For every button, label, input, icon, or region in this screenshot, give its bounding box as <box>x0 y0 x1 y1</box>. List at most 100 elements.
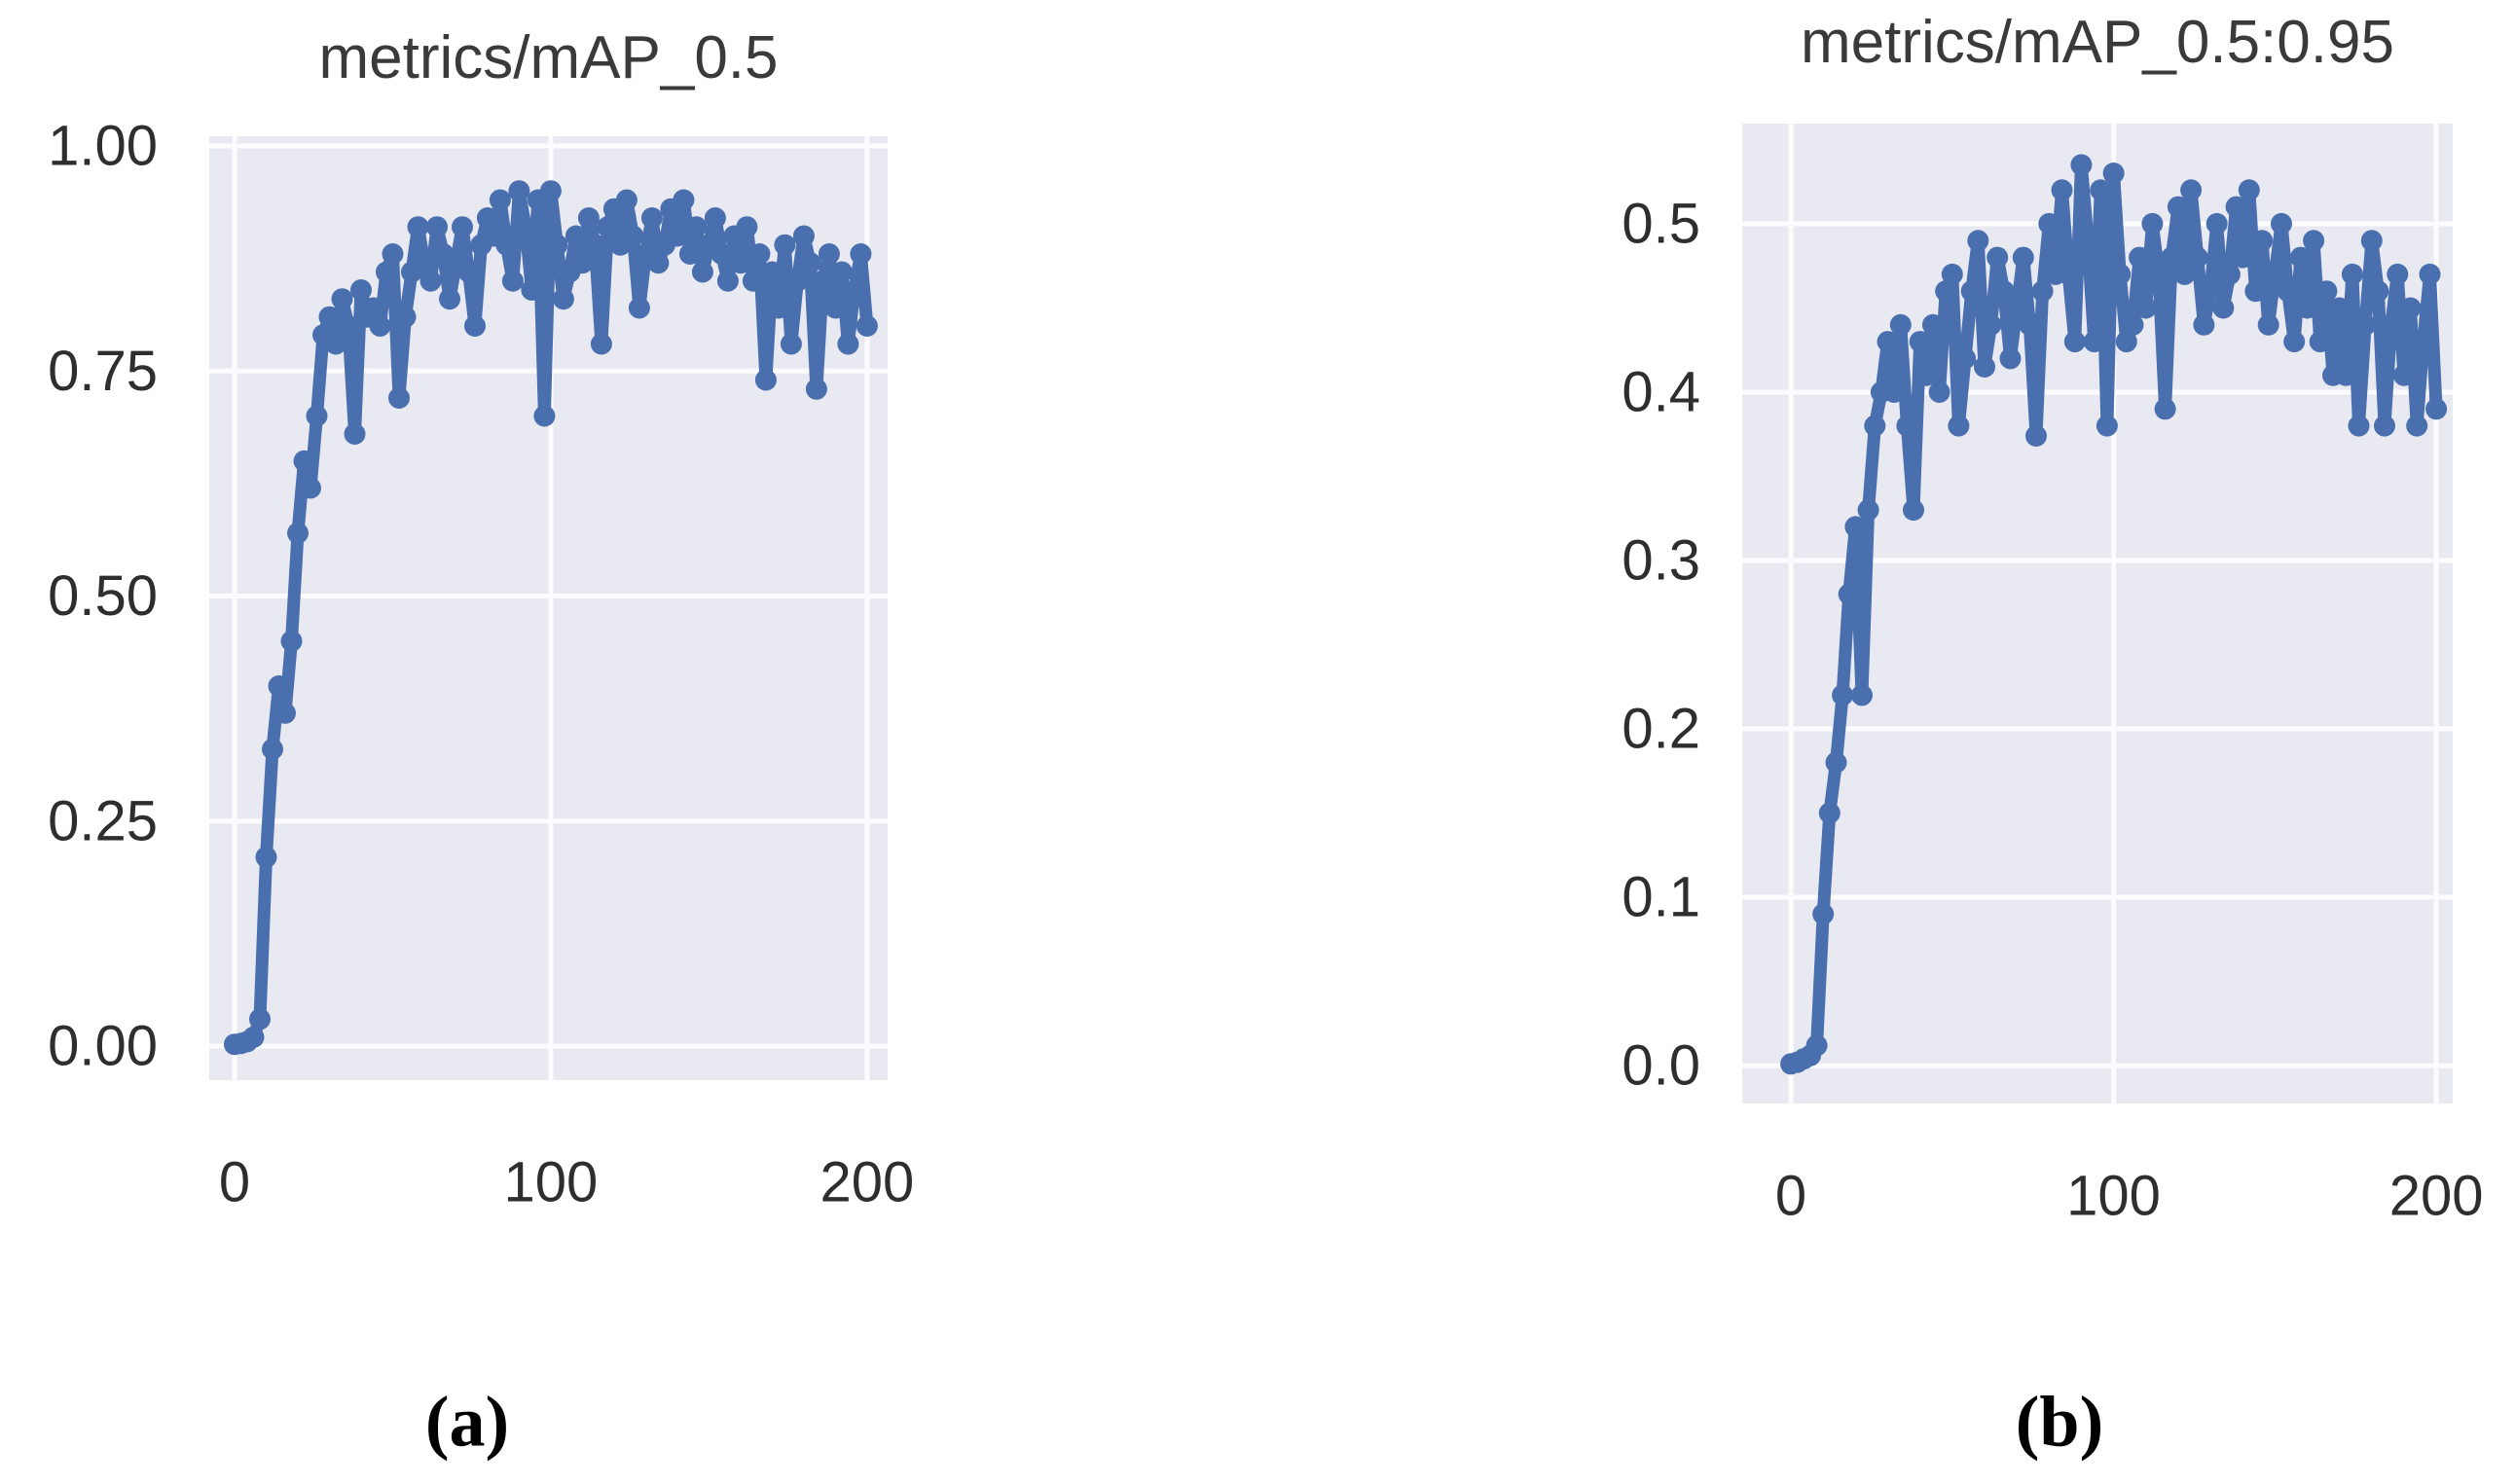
data-point <box>2367 280 2389 303</box>
y-tick-label: 0.4 <box>1622 360 1700 423</box>
data-point <box>2154 398 2176 420</box>
data-point <box>2083 331 2105 353</box>
data-point <box>338 315 359 337</box>
data-point <box>1980 313 2002 336</box>
y-tick-label: 0.50 <box>48 564 158 628</box>
data-point <box>501 270 524 292</box>
data-point <box>495 234 518 256</box>
data-point <box>439 288 460 310</box>
data-point <box>685 216 708 238</box>
data-point <box>382 243 404 265</box>
y-tick-label: 0.75 <box>48 340 158 403</box>
data-point <box>590 333 612 355</box>
data-point <box>843 279 865 301</box>
data-point <box>2134 297 2157 319</box>
data-point <box>2019 313 2041 336</box>
data-point <box>805 378 827 400</box>
data-point <box>2232 246 2254 269</box>
data-point <box>1818 802 1841 824</box>
data-point <box>2012 246 2034 269</box>
data-point <box>514 216 536 238</box>
data-point <box>426 216 448 238</box>
data-point <box>2341 263 2363 285</box>
data-point <box>2212 297 2235 319</box>
data-point <box>2102 163 2125 184</box>
data-point <box>2058 263 2080 285</box>
data-point <box>2244 280 2267 303</box>
data-point <box>812 270 834 292</box>
data-point <box>552 288 574 310</box>
data-point <box>837 333 859 355</box>
data-point <box>2419 263 2441 285</box>
data-point <box>1825 751 1847 774</box>
data-point <box>704 207 726 229</box>
data-point <box>2051 179 2073 201</box>
data-point <box>786 270 809 292</box>
data-point <box>1948 415 1970 437</box>
data-point <box>306 405 328 427</box>
data-point <box>1851 684 1873 706</box>
data-point <box>742 270 764 292</box>
data-point <box>748 243 771 265</box>
y-tick-label: 0.00 <box>48 1015 158 1078</box>
chart-b-title: metrics/mAP_0.5:0.95 <box>1801 9 2394 76</box>
data-point <box>2257 313 2279 336</box>
data-point <box>2354 313 2377 336</box>
data-point <box>2173 263 2196 285</box>
data-point <box>628 297 650 319</box>
data-point <box>792 225 815 247</box>
x-tick-label: 200 <box>2389 1165 2484 1228</box>
data-point <box>1921 313 1944 336</box>
data-point <box>407 216 429 238</box>
data-point <box>2205 212 2228 235</box>
data-point <box>242 1026 265 1048</box>
data-point <box>647 252 670 274</box>
data-point <box>597 216 619 238</box>
data-point <box>729 252 751 274</box>
chart-b: 0.0 0.1 0.2 0.3 0.4 0.5 0 100 200 <box>1622 124 2483 1228</box>
data-point <box>850 243 872 265</box>
data-point <box>2399 297 2422 319</box>
data-point <box>2180 179 2203 201</box>
data-point <box>824 297 847 319</box>
data-point <box>369 315 391 337</box>
data-point <box>546 234 568 256</box>
data-point <box>363 297 384 319</box>
data-point <box>2380 313 2402 336</box>
data-point <box>300 477 321 499</box>
data-point <box>331 288 353 310</box>
data-point <box>325 333 346 355</box>
data-point <box>457 261 480 283</box>
data-point <box>1974 356 1995 378</box>
data-point <box>318 306 341 328</box>
data-point <box>767 297 789 319</box>
data-point <box>2335 364 2357 386</box>
data-point <box>2238 179 2260 201</box>
data-point <box>2271 212 2292 235</box>
y-tick-label: 0.25 <box>48 789 158 852</box>
data-point <box>2193 313 2215 336</box>
data-point <box>1967 230 1989 252</box>
data-point <box>2225 196 2247 218</box>
data-point <box>571 252 594 274</box>
data-point <box>1832 684 1854 706</box>
data-point <box>716 270 739 292</box>
x-tick-label: 0 <box>219 1151 250 1214</box>
data-point <box>1844 516 1867 538</box>
data-point <box>1812 903 1835 925</box>
data-point <box>2315 280 2338 303</box>
data-point <box>2129 246 2151 269</box>
data-point <box>711 243 733 265</box>
y-tick-label: 1.00 <box>48 114 158 177</box>
data-point <box>1915 364 1938 386</box>
data-point <box>1896 415 1918 437</box>
data-point <box>350 279 372 301</box>
data-point <box>2077 230 2099 252</box>
data-point <box>1960 280 1983 303</box>
data-point <box>640 207 663 229</box>
y-tick-label: 0.5 <box>1622 192 1700 255</box>
data-point <box>830 261 853 283</box>
data-point <box>376 261 397 283</box>
data-point <box>678 243 701 265</box>
data-point <box>419 270 442 292</box>
